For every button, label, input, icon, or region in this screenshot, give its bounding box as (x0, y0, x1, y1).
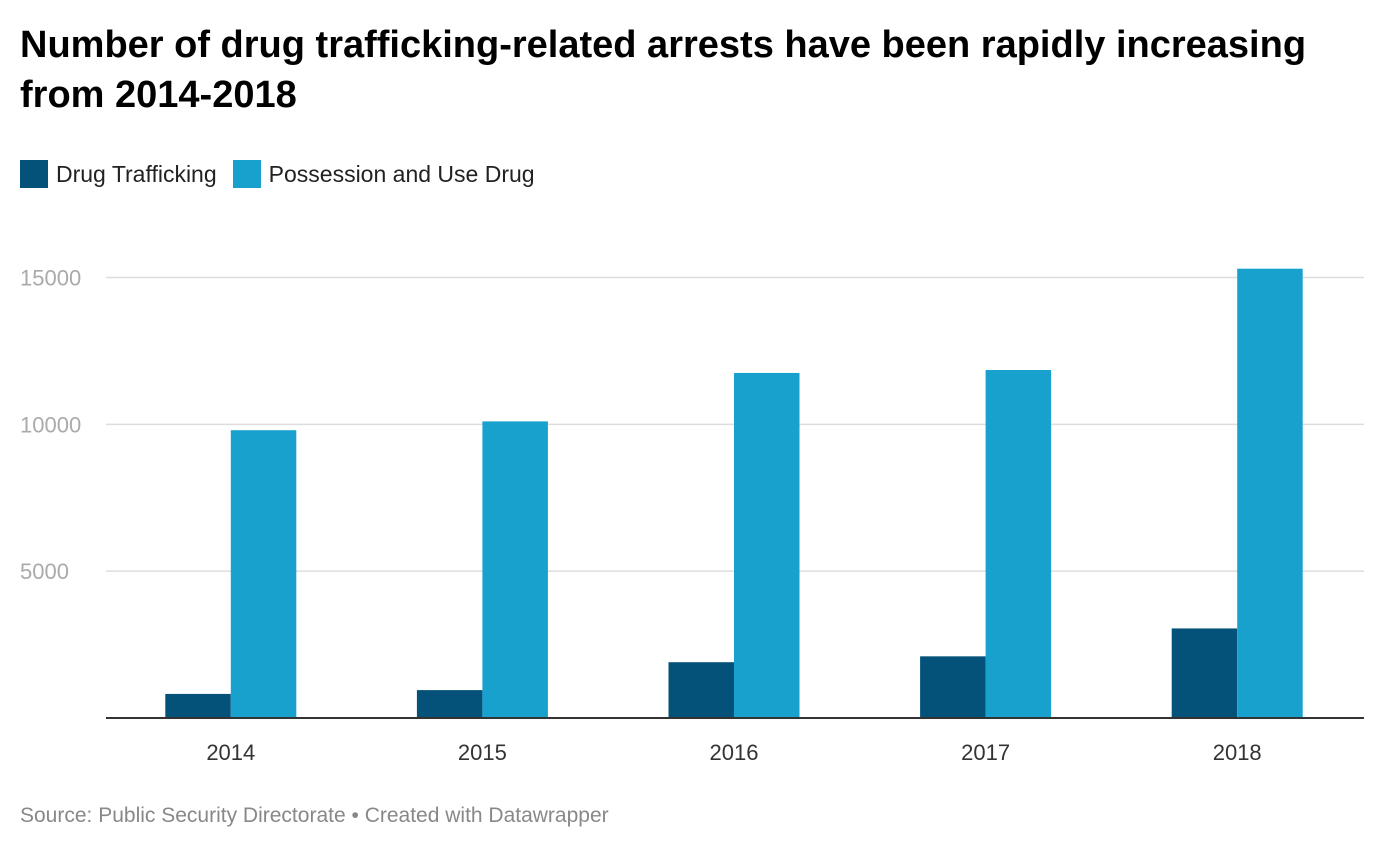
y-tick-label-10000: 10000 (20, 412, 81, 437)
source-text: Source: Public Security Directorate (20, 804, 346, 827)
x-tick-label-2014: 2014 (206, 740, 255, 765)
bar-drug-trafficking-2014 (165, 693, 231, 718)
bars (165, 268, 1303, 718)
x-tick-label-2015: 2015 (458, 740, 507, 765)
credit-text: Created with Datawrapper (364, 804, 609, 827)
bar-possession-2014 (230, 430, 297, 718)
legend: Drug Trafficking Possession and Use Drug (20, 160, 535, 188)
x-axis: 2014 2015 2016 2017 2018 (106, 717, 1364, 765)
legend-label-possession: Possession and Use Drug (268, 160, 535, 187)
bar-drug-trafficking-2018 (1171, 628, 1238, 718)
x-tick-label-2017: 2017 (961, 740, 1010, 765)
footer: Source: Public Security Directorate • Cr… (20, 804, 609, 828)
y-tick-label-15000: 15000 (20, 266, 81, 291)
y-axis-labels: 5000 10000 15000 (20, 266, 81, 585)
bar-drug-trafficking-2017 (920, 656, 986, 718)
legend-swatch-possession (232, 160, 261, 188)
legend-item-drug-trafficking: Drug Trafficking (20, 160, 217, 188)
bar-drug-trafficking-2015 (416, 690, 483, 718)
footer-separator: • (351, 804, 359, 827)
bar-drug-trafficking-2016 (668, 662, 734, 718)
x-tick-label-2016: 2016 (710, 740, 759, 765)
chart-title: Number of drug trafficking-related arres… (20, 24, 1307, 116)
legend-label-drug-trafficking: Drug Trafficking (56, 160, 217, 187)
x-tick-label-2018: 2018 (1213, 740, 1262, 765)
bar-possession-2015 (482, 421, 548, 718)
y-tick-label-5000: 5000 (20, 559, 69, 584)
bar-chart: 5000 10000 15000 2014 2015 2016 2017 2018 (20, 266, 1364, 765)
bar-possession-2016 (734, 372, 800, 718)
bar-possession-2018 (1237, 268, 1303, 718)
bar-possession-2017 (985, 370, 1052, 718)
legend-item-possession: Possession and Use Drug (232, 160, 535, 188)
legend-swatch-drug-trafficking (20, 160, 48, 188)
